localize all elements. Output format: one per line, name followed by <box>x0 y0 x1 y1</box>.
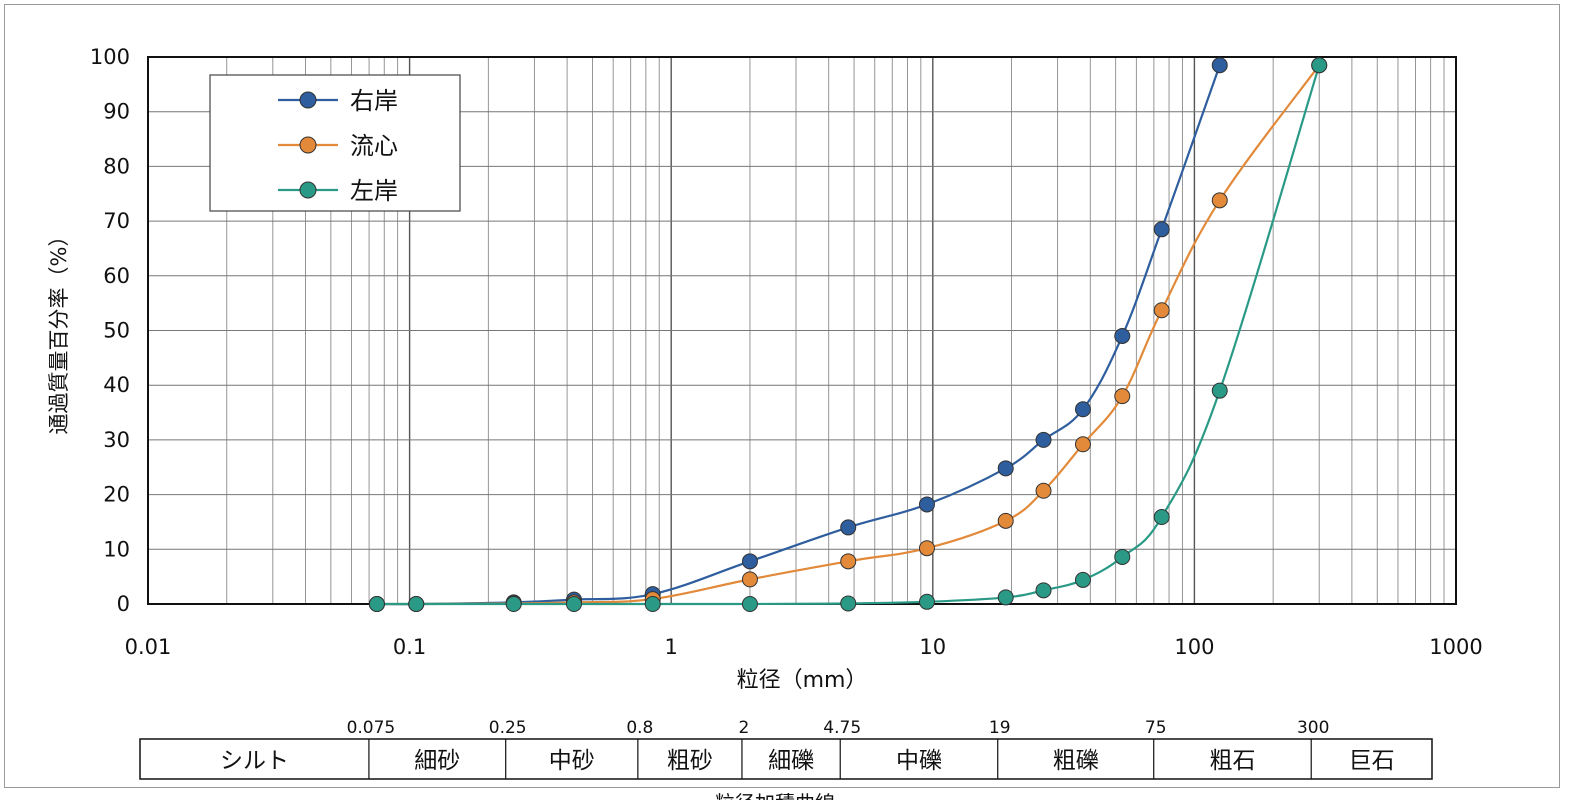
class-boundary-label: 300 <box>1297 718 1329 738</box>
y-tick-label: 60 <box>103 264 130 288</box>
data-point-2 <box>997 589 1014 606</box>
data-point-2 <box>565 596 582 612</box>
data-point-2 <box>408 596 425 612</box>
data-point-2 <box>1153 509 1170 526</box>
data-point-0 <box>1211 57 1228 74</box>
data-point-0 <box>1114 327 1131 344</box>
data-point-2 <box>1074 571 1091 588</box>
legend-label: 流心 <box>350 132 398 160</box>
data-point-1 <box>1035 482 1052 499</box>
legend-marker <box>299 181 317 199</box>
y-tick-label: 10 <box>103 537 130 561</box>
y-tick-label: 70 <box>103 209 130 233</box>
legend-box <box>209 74 461 212</box>
series-line-2 <box>376 64 1321 606</box>
class-label: 巨石 <box>1349 748 1395 774</box>
class-label: 粗石 <box>1209 748 1255 774</box>
data-point-0 <box>840 519 857 536</box>
class-label: シルト <box>220 748 289 774</box>
y-tick-label: 0 <box>117 592 130 616</box>
data-point-2 <box>1211 382 1228 399</box>
x-tick-label: 10 <box>919 635 946 659</box>
x-tick-label: 1 <box>665 635 678 659</box>
y-tick-label: 20 <box>103 483 130 507</box>
data-point-0 <box>1035 431 1052 448</box>
y-tick-label: 100 <box>90 45 130 69</box>
data-point-0 <box>1074 401 1091 418</box>
data-point-2 <box>368 596 385 612</box>
class-boundary-label: 19 <box>989 718 1011 738</box>
soil-classification-table: 0.075 0.25 0.8 2 4.75 19 75 300 シルト 細砂 中砂 粗砂 細礫 中礫 粗礫… <box>139 718 1433 780</box>
y-axis-label: 通過質量百分率（%） <box>47 226 71 435</box>
class-label: 細砂 <box>414 748 460 774</box>
x-tick-label: 100 <box>1174 635 1214 659</box>
data-point-0 <box>741 553 758 570</box>
data-point-2 <box>918 593 935 610</box>
y-tick-label: 90 <box>103 100 130 124</box>
legend-marker <box>299 91 317 109</box>
data-point-0 <box>918 496 935 513</box>
class-label: 中砂 <box>549 748 595 774</box>
x-tick-label: 0.01 <box>125 635 172 659</box>
y-tick-label: 50 <box>103 319 130 343</box>
data-point-2 <box>741 596 758 612</box>
data-point-1 <box>840 553 857 570</box>
data-point-2 <box>505 596 522 612</box>
class-boundary-label: 4.75 <box>823 718 861 738</box>
data-point-1 <box>741 571 758 588</box>
class-boundary-label: 2 <box>739 718 750 738</box>
x-axis-label: 粒径（mm） <box>737 668 868 693</box>
class-label: 細礫 <box>768 748 814 774</box>
data-point-1 <box>918 540 935 557</box>
legend-marker <box>299 136 317 154</box>
data-point-1 <box>1114 388 1131 405</box>
chart-frame <box>4 4 1560 788</box>
y-tick-label: 30 <box>103 428 130 452</box>
data-point-1 <box>1211 192 1228 209</box>
y-axis-ticks: 0 10 20 30 40 50 60 70 80 90 100 <box>90 45 130 616</box>
data-point-2 <box>644 596 661 612</box>
class-label: 中礫 <box>896 748 942 774</box>
class-boundary-label: 0.075 <box>347 718 396 738</box>
class-boundary-label: 75 <box>1145 718 1167 738</box>
class-label: 粗砂 <box>667 748 713 774</box>
data-point-0 <box>997 460 1014 477</box>
class-table-border <box>139 738 1433 780</box>
y-tick-label: 80 <box>103 154 130 178</box>
data-point-2 <box>1311 57 1328 74</box>
data-point-1 <box>1074 436 1091 453</box>
legend-label: 右岸 <box>350 87 398 115</box>
series-line-0 <box>376 64 1221 606</box>
data-point-2 <box>840 595 857 612</box>
y-tick-label: 40 <box>103 373 130 397</box>
x-tick-label: 1000 <box>1429 635 1482 659</box>
footer-title: 粒径加積曲線 <box>715 791 835 800</box>
data-point-0 <box>1153 221 1170 238</box>
data-point-1 <box>1153 302 1170 319</box>
class-boundary-label: 0.8 <box>626 718 653 738</box>
data-point-2 <box>1114 548 1131 565</box>
data-point-1 <box>997 512 1014 529</box>
class-boundary-label: 0.25 <box>489 718 527 738</box>
x-tick-label: 0.1 <box>393 635 426 659</box>
data-point-2 <box>1035 582 1052 599</box>
series-layer <box>368 57 1328 612</box>
x-axis-ticks: 0.01 0.1 1 10 100 1000 <box>125 635 1483 659</box>
legend-label: 左岸 <box>350 177 398 205</box>
class-label: 粗礫 <box>1053 748 1099 774</box>
